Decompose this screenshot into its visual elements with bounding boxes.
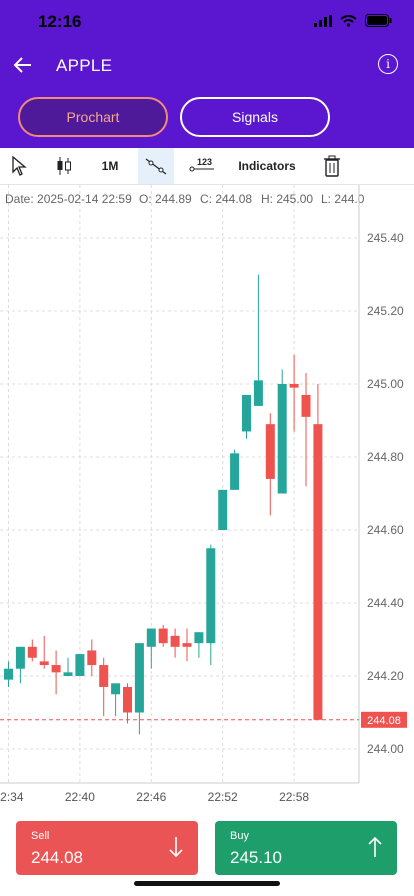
candle-body [289, 384, 299, 388]
cursor-icon [12, 156, 27, 176]
candle-body [4, 668, 13, 680]
candle-body [277, 384, 287, 494]
candlestick-icon [57, 157, 71, 175]
sell-button[interactable]: Sell 244.08 [16, 821, 198, 875]
candle-body [134, 643, 144, 713]
price-chart[interactable]: Date: 2025-02-14 22:59 O: 244.89 C: 244.… [0, 185, 414, 805]
cursor-tool[interactable] [2, 148, 36, 184]
trash-icon [324, 155, 340, 177]
candle-body [51, 665, 61, 673]
y-tick-label: 244.60 [367, 523, 404, 537]
arrow-left-icon[interactable] [12, 54, 34, 76]
candle-body [182, 643, 192, 647]
candle-body [63, 672, 73, 676]
candle-body [75, 654, 85, 676]
candle-body [39, 661, 49, 666]
sell-label: Sell [31, 830, 50, 842]
candle-body [146, 628, 156, 647]
candle-body [170, 635, 180, 647]
home-indicator [134, 881, 280, 886]
candle-body [206, 548, 216, 644]
candle-body [265, 424, 275, 479]
y-tick-label: 245.40 [367, 231, 404, 245]
ohlc-low: L: 244.0 [321, 192, 365, 206]
battery-icon [365, 14, 392, 27]
timeframe-button[interactable]: 1M [101, 159, 119, 173]
buy-price: 245.10 [230, 848, 282, 867]
chart-toolbar: 1M 123 Indicators [0, 148, 414, 185]
candle-body [194, 632, 204, 644]
ohlc-date: Date: 2025-02-14 22:59 [5, 192, 132, 206]
ohlc-close: C: 244.08 [200, 192, 252, 206]
tab-signals[interactable]: Signals [180, 97, 330, 137]
candles-group [4, 274, 323, 735]
line-tool[interactable] [138, 148, 174, 184]
candle-body [301, 394, 311, 417]
status-time: 12:16 [38, 12, 82, 31]
tab-bar: Prochart Signals [18, 97, 396, 137]
arrow-up-icon [368, 836, 382, 857]
status-bar: 12:16 [0, 0, 414, 44]
price-label-icon: 123 [189, 157, 214, 172]
delete-tool[interactable] [314, 148, 350, 184]
y-tick-label: 245.20 [367, 304, 404, 318]
price-label-text: 123 [197, 157, 212, 167]
chart-grid [0, 185, 359, 783]
candle-body [313, 424, 323, 720]
x-tick-label: 22:46 [136, 790, 166, 804]
candle-body [27, 646, 37, 658]
candle-body [123, 686, 132, 713]
candle-body [99, 665, 109, 687]
candle-body [253, 380, 263, 406]
x-tick-label: 22:40 [65, 790, 95, 804]
indicators-button[interactable]: Indicators [238, 159, 296, 173]
price-label-tool[interactable]: 123 [184, 148, 220, 184]
trade-panel: Sell 244.08 Buy 245.10 [0, 805, 414, 896]
price-axis: 245.40 245.20 245.00 244.80 244.60 244.40 244.… [0, 185, 407, 804]
sell-price: 244.08 [31, 848, 83, 867]
candle-body [242, 394, 251, 432]
wifi-icon [340, 14, 357, 27]
signal-icon [314, 14, 332, 27]
page-title: APPLE [56, 56, 113, 75]
x-tick-label: 22:34 [0, 790, 24, 804]
y-tick-label: 245.00 [367, 377, 404, 391]
candle-body [111, 683, 121, 695]
y-tick-label: 244.40 [367, 596, 404, 610]
buy-button[interactable]: Buy 245.10 [215, 821, 397, 875]
y-tick-label: 244.80 [367, 450, 404, 464]
ohlc-open: O: 244.89 [139, 192, 192, 206]
current-price-tag [361, 711, 407, 728]
y-tick-label: 244.00 [367, 742, 404, 756]
candle-body [158, 628, 168, 644]
ohlc-high: H: 245.00 [261, 192, 313, 206]
status-icons [314, 14, 392, 27]
app-header: APPLE i Prochart Signals [0, 44, 414, 148]
tab-prochart[interactable]: Prochart [18, 97, 168, 137]
x-tick-label: 22:52 [208, 790, 238, 804]
info-icon[interactable]: i [378, 54, 398, 74]
y-tick-label: 244.20 [367, 669, 404, 683]
x-tick-label: 22:58 [279, 790, 309, 804]
arrow-down-icon [169, 837, 183, 858]
candle-body [15, 646, 25, 669]
buy-label: Buy [230, 830, 249, 842]
candle-body [87, 650, 97, 666]
trendline-icon [145, 158, 167, 175]
candle-body [230, 453, 240, 490]
current-price-label: 244.08 [367, 715, 401, 727]
candle-type-button[interactable] [46, 148, 82, 184]
candle-body [218, 489, 228, 530]
